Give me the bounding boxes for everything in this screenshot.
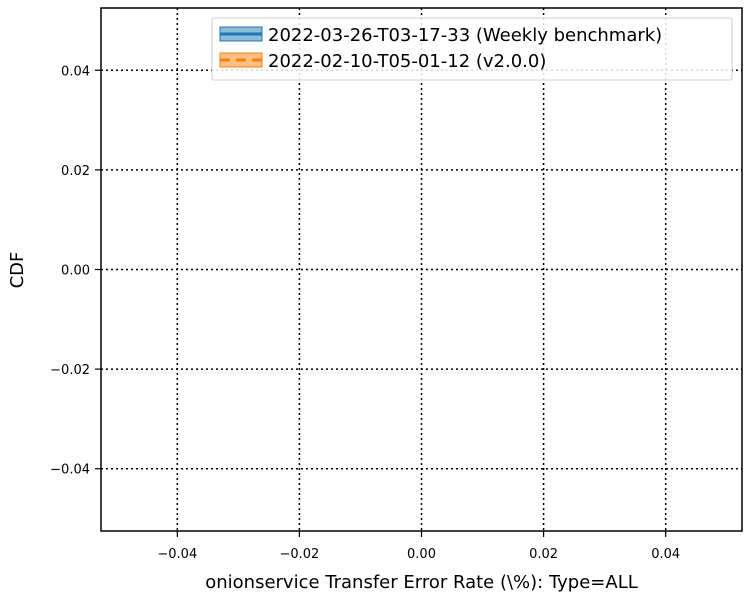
legend-label: 2022-02-10-T05-01-12 (v2.0.0) bbox=[268, 51, 546, 72]
y-axis-ticks: −0.04 −0.02 0.00 0.02 0.04 bbox=[50, 64, 101, 478]
x-axis-ticks: −0.04 −0.02 0.00 0.02 0.04 bbox=[157, 531, 680, 562]
legend-entry-0: 2022-03-26-T03-17-33 (Weekly benchmark) bbox=[219, 25, 662, 46]
y-tick-label: −0.02 bbox=[50, 363, 90, 378]
y-tick-label: −0.04 bbox=[50, 463, 90, 478]
legend-entry-1: 2022-02-10-T05-01-12 (v2.0.0) bbox=[219, 51, 546, 72]
legend-label: 2022-03-26-T03-17-33 (Weekly benchmark) bbox=[268, 25, 662, 46]
legend-entries: 2022-03-26-T03-17-33 (Weekly benchmark) 2… bbox=[219, 25, 662, 72]
x-tick-label: −0.04 bbox=[157, 547, 197, 562]
y-tick-label: 0.02 bbox=[61, 164, 90, 179]
y-tick-label: 0.04 bbox=[61, 64, 90, 79]
y-tick-label: 0.00 bbox=[61, 264, 90, 279]
x-tick-label: 0.02 bbox=[529, 547, 558, 562]
legend-box bbox=[211, 17, 733, 81]
x-tick-label: 0.04 bbox=[651, 547, 680, 562]
x-tick-label: 0.00 bbox=[407, 547, 436, 562]
x-axis-label: onionservice Transfer Error Rate (\%): T… bbox=[205, 572, 638, 593]
x-tick-label: −0.02 bbox=[279, 547, 319, 562]
legend: 2022-03-26-T03-17-33 (Weekly benchmark) 2… bbox=[211, 17, 733, 81]
y-axis-label: CDF bbox=[7, 252, 28, 289]
